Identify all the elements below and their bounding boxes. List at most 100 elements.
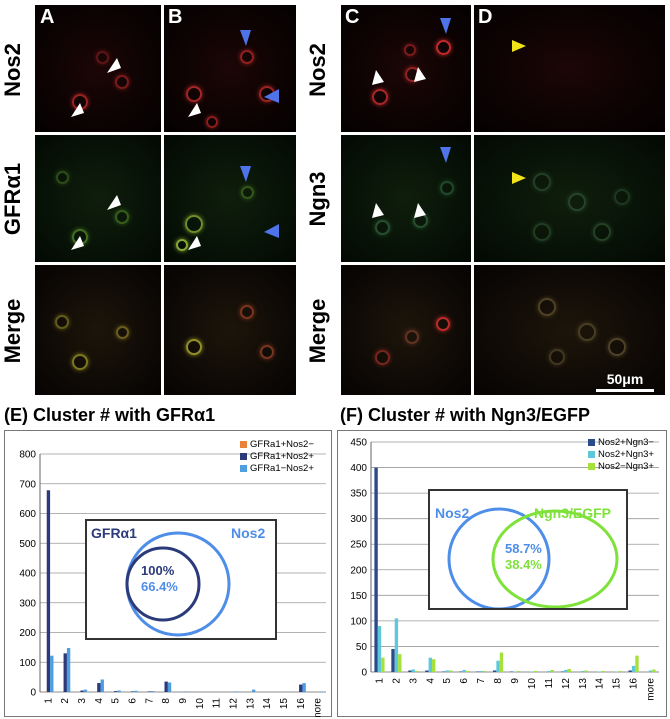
cell-body [440, 181, 454, 195]
y-tick-label: 350 [350, 489, 367, 500]
cell-body [185, 215, 203, 233]
y-tick-label: 200 [19, 628, 36, 639]
bar [117, 690, 121, 692]
bar [97, 683, 101, 692]
white-arrowhead-icon [414, 203, 426, 218]
white-arrowhead-icon [107, 195, 121, 210]
x-tick-label: 3 [77, 698, 88, 704]
legend-item: GFRa1−Nos2+ [240, 463, 314, 475]
bar [628, 670, 632, 672]
x-tick-label: 10 [527, 678, 538, 690]
x-tick-label: 7 [476, 678, 487, 684]
chart-E-venn-inset: GFRα1 Nos2 100% 66.4% [85, 519, 277, 640]
bar [391, 649, 395, 672]
bar [448, 670, 453, 672]
bar [513, 671, 517, 672]
bar [299, 684, 303, 692]
bar [509, 671, 514, 672]
x-tick-label: 14 [262, 698, 273, 710]
cell-body [568, 193, 586, 211]
bar [479, 670, 483, 672]
cell-body [436, 317, 450, 331]
y-tick-label: 250 [350, 540, 367, 551]
bar [462, 669, 466, 672]
bar [547, 670, 551, 672]
x-tick-label: 5 [111, 698, 122, 704]
legend-label: GFRa1+Nos2− [250, 439, 314, 450]
scale-bar [596, 389, 654, 392]
venn-circle-gfra1 [125, 546, 201, 622]
cell-body [206, 116, 218, 128]
bar [408, 670, 412, 672]
x-tick-label: 8 [161, 698, 172, 704]
x-tick-label: 12 [561, 678, 572, 690]
cell-body [240, 185, 254, 199]
bar [66, 647, 71, 692]
x-tick-label: 2 [391, 678, 402, 684]
cell-body [435, 39, 451, 55]
bar [114, 691, 118, 692]
y-tick-label: 200 [350, 565, 367, 576]
bar [459, 671, 463, 672]
bar [581, 670, 585, 672]
bar [431, 659, 436, 672]
chart-F-title: (F) Cluster # with Ngn3/EGFP [340, 405, 591, 425]
panel-D-nos2 [474, 5, 665, 132]
bar [151, 691, 155, 692]
legend-label: Nos2−Ngn3+ [598, 461, 654, 472]
blue-arrowhead-icon [240, 30, 251, 46]
white-arrowhead-icon [372, 203, 384, 218]
venn-pct-ngn3-overlap: 38.4% [505, 557, 542, 572]
blue-arrowhead-icon [264, 224, 279, 238]
bar [235, 691, 239, 692]
x-tick-label: 9 [510, 678, 521, 684]
blue-arrowhead-icon [440, 147, 451, 163]
bar [635, 655, 639, 672]
x-tick-label: 6 [459, 678, 470, 684]
bar [652, 669, 656, 672]
chart-E-legend: GFRa1+Nos2− GFRa1+Nos2+ GFRa1−Nos2+ [240, 439, 314, 475]
x-tick-label: 1 [374, 678, 385, 684]
legend-swatch [588, 450, 595, 458]
legend-item: GFRa1+Nos2− [240, 439, 314, 451]
bar [377, 626, 382, 672]
white-arrowhead-icon [107, 58, 121, 73]
bar [130, 691, 135, 692]
legend-item: Nos2−Ngn3+ [588, 461, 654, 473]
cell-body [115, 325, 129, 339]
y-tick-label: 500 [19, 539, 36, 550]
y-tick-label: 400 [19, 569, 36, 580]
bar [251, 689, 256, 692]
bar [482, 670, 487, 672]
x-tick-label: 1 [43, 698, 54, 704]
yellow-arrowhead-icon [512, 40, 526, 52]
venn-label-nos2: Nos2 [231, 525, 266, 541]
x-tick-label: 4 [94, 698, 105, 704]
cell-body [374, 349, 390, 365]
cell-body [404, 44, 416, 56]
cell-body [608, 338, 626, 356]
panel-A-merge [35, 265, 161, 395]
bar [164, 681, 168, 692]
bar [533, 670, 538, 672]
panel-B-nos2 [164, 5, 296, 132]
x-tick-label: more [646, 678, 657, 701]
cell-body [260, 345, 274, 359]
cell-body [95, 50, 109, 64]
white-arrowhead-icon [372, 70, 384, 85]
legend-label: Nos2+Ngn3− [598, 437, 654, 448]
cell-body [55, 170, 69, 184]
blue-arrowhead-icon [240, 166, 251, 182]
bar [425, 670, 429, 672]
bar [374, 467, 378, 672]
panel-C-merge [341, 265, 471, 395]
bar [398, 654, 402, 672]
cell-body [240, 50, 254, 64]
bar [80, 690, 84, 692]
bar [560, 671, 565, 672]
x-tick-label: 3 [408, 678, 419, 684]
panel-A-gfra1 [35, 135, 161, 262]
panel-letter-D: D [478, 6, 493, 28]
chart-E-title: (E) Cluster # with GFRα1 [4, 405, 216, 425]
